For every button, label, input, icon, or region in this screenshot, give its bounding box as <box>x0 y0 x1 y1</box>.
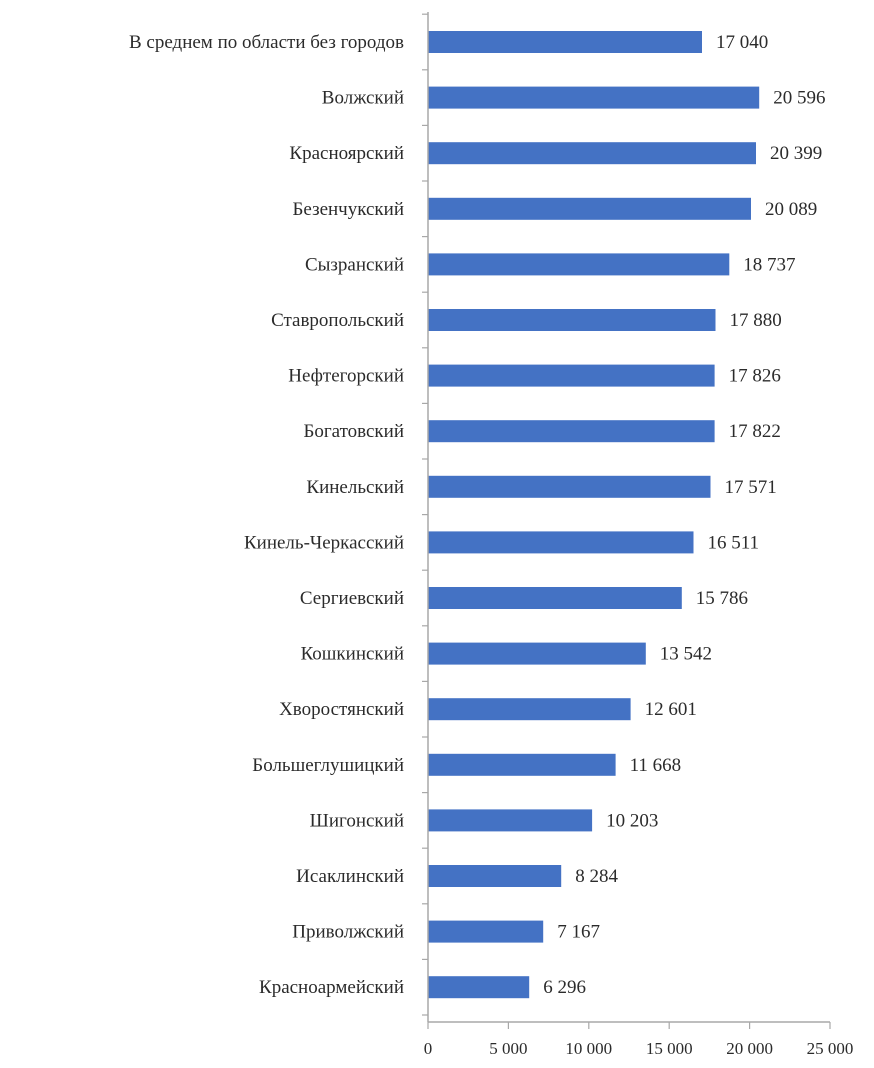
bar <box>428 531 694 554</box>
data-label: 11 668 <box>630 755 682 776</box>
bar <box>428 976 530 999</box>
data-label: 17 822 <box>729 421 781 442</box>
data-label: 20 596 <box>773 88 825 109</box>
category-label: Нефтегорский <box>288 366 404 387</box>
x-tick-label: 20 000 <box>726 1039 773 1058</box>
bar <box>428 698 631 721</box>
x-tick-label: 5 000 <box>489 1039 527 1058</box>
data-label: 10 203 <box>606 810 658 831</box>
data-label: 8 284 <box>575 866 618 887</box>
x-tick-label: 15 000 <box>646 1039 693 1058</box>
x-tick-label: 0 <box>424 1039 433 1058</box>
category-label: Шигонский <box>310 810 404 831</box>
category-label: Хворостянский <box>279 699 404 720</box>
category-label: В среднем по области без городов <box>129 32 404 53</box>
category-label: Приволжский <box>292 922 404 943</box>
bar <box>428 475 711 498</box>
bar <box>428 809 593 832</box>
bar <box>428 253 730 276</box>
category-label: Кошкинский <box>301 644 404 665</box>
bar <box>428 31 702 53</box>
data-label: 17 571 <box>725 477 777 498</box>
data-label: 15 786 <box>696 588 748 609</box>
data-label: 17 826 <box>729 366 781 387</box>
bar <box>428 753 616 776</box>
x-tick-label: 25 000 <box>807 1039 854 1058</box>
bar <box>428 420 715 443</box>
data-label: 12 601 <box>645 699 697 720</box>
category-label: Сергиевский <box>300 588 404 609</box>
bar <box>428 309 716 331</box>
data-label: 16 511 <box>708 532 760 553</box>
category-label: Богатовский <box>303 421 404 442</box>
category-label: Кинельский <box>306 477 404 498</box>
category-label: Сызранский <box>305 254 404 275</box>
category-label: Большеглушицкий <box>252 755 404 776</box>
category-label: Ставропольский <box>271 310 404 331</box>
category-label: Исаклинский <box>296 866 404 887</box>
data-label: 7 167 <box>557 922 600 943</box>
category-label: Красноармейский <box>259 977 404 998</box>
data-label: 20 399 <box>770 143 822 164</box>
bar <box>428 642 646 665</box>
bar <box>428 587 682 609</box>
data-label: 17 880 <box>730 310 782 331</box>
data-label: 13 542 <box>660 644 712 665</box>
data-label: 18 737 <box>743 254 795 275</box>
category-label: Безенчукский <box>293 199 405 220</box>
x-tick-label: 10 000 <box>565 1039 612 1058</box>
data-label: 17 040 <box>716 32 768 53</box>
bar <box>428 197 751 220</box>
data-label: 20 089 <box>765 199 817 220</box>
bar <box>428 865 562 887</box>
category-label: Кинель-Черкасский <box>244 532 404 553</box>
category-label: Волжский <box>322 88 404 109</box>
bar <box>428 86 760 109</box>
bar <box>428 142 756 165</box>
data-label: 6 296 <box>543 977 586 998</box>
category-label: Красноярский <box>289 143 404 164</box>
bar <box>428 920 544 943</box>
bar <box>428 364 715 387</box>
